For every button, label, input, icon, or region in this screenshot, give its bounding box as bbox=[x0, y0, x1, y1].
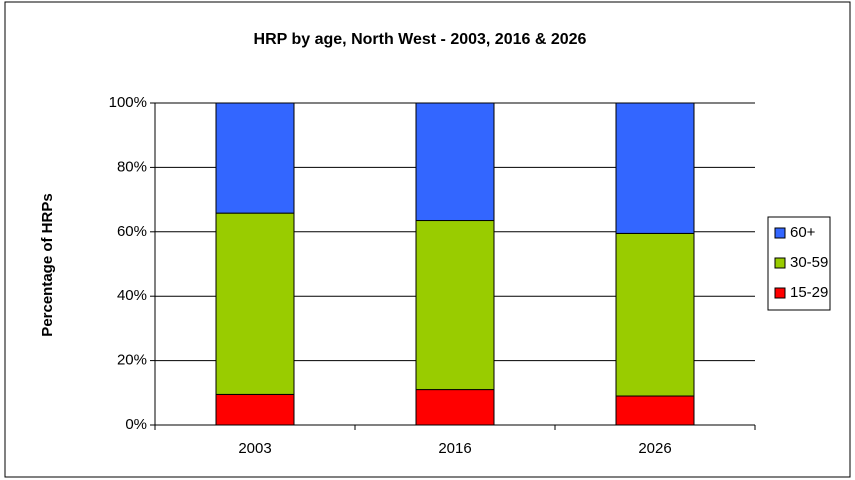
bar-segment bbox=[415, 102, 495, 222]
bar-segment bbox=[415, 389, 495, 426]
bar-segment bbox=[215, 102, 295, 214]
x-tick-label: 2003 bbox=[238, 440, 271, 457]
legend-swatch bbox=[774, 227, 786, 239]
bar-segment bbox=[415, 220, 495, 391]
legend-label: 60+ bbox=[790, 224, 816, 241]
legend-swatch bbox=[774, 287, 786, 299]
legend-label: 15-29 bbox=[790, 284, 828, 301]
x-tick-label: 2026 bbox=[638, 440, 671, 457]
bar-segment bbox=[615, 395, 695, 426]
y-axis-label: Percentage of HRPs bbox=[39, 193, 56, 336]
bar-segment bbox=[215, 212, 295, 395]
y-tick-label: 20% bbox=[117, 352, 147, 369]
y-tick-label: 80% bbox=[117, 158, 147, 175]
y-tick-label: 60% bbox=[117, 223, 147, 240]
bar-segment bbox=[615, 102, 695, 234]
y-tick-label: 0% bbox=[125, 416, 147, 433]
legend-label: 30-59 bbox=[790, 254, 828, 271]
chart-title: HRP by age, North West - 2003, 2016 & 20… bbox=[254, 31, 587, 48]
y-tick-label: 100% bbox=[109, 94, 147, 111]
y-tick-label: 40% bbox=[117, 287, 147, 304]
x-tick-label: 2016 bbox=[438, 440, 471, 457]
legend-swatch bbox=[774, 257, 786, 269]
bar-segment bbox=[215, 393, 295, 426]
bar-segment bbox=[615, 232, 695, 397]
